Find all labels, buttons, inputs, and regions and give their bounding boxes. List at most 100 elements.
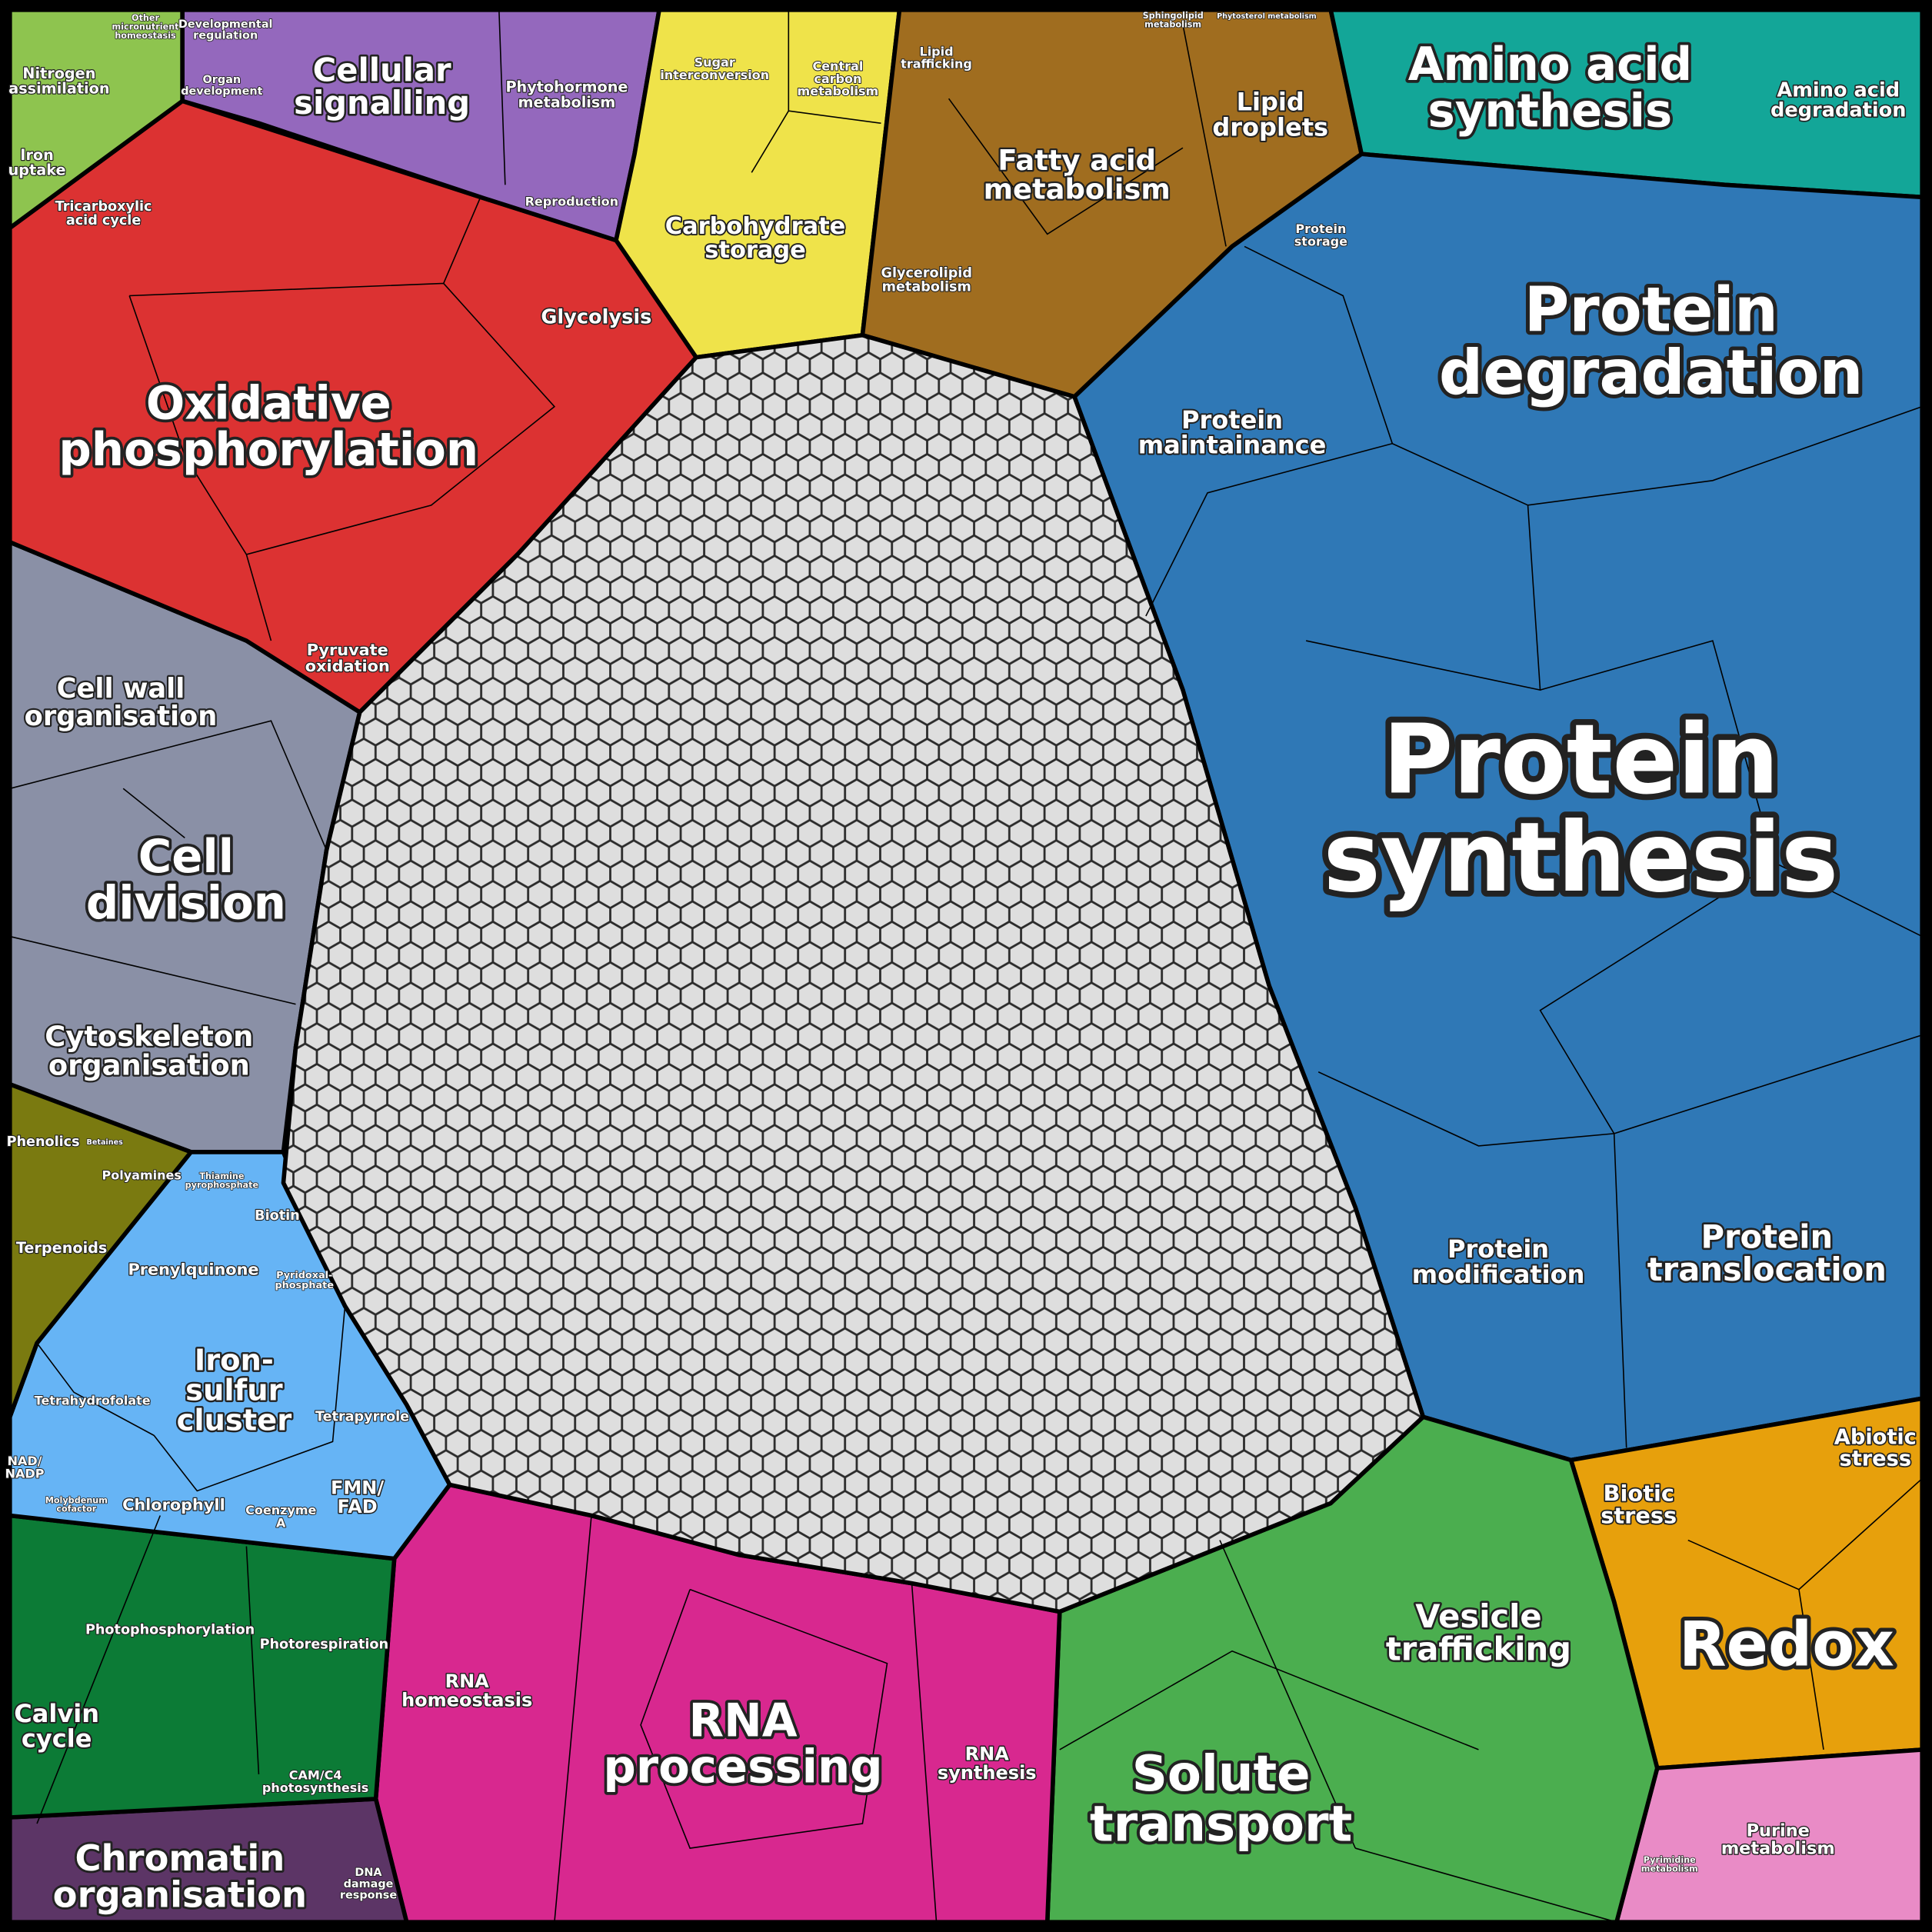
label-line: Phenolics xyxy=(7,1134,80,1150)
label-line: Redox xyxy=(1679,1608,1894,1680)
coenzyme-borders xyxy=(36,1306,346,1492)
label-line: response xyxy=(340,1890,397,1902)
region-label: Tricarboxylic acid cycle xyxy=(55,199,152,228)
region-label: Pyruvate oxidation xyxy=(305,641,390,675)
label-line: translocation xyxy=(1647,1251,1887,1288)
region-label: Cytoskeleton organisation xyxy=(45,1019,253,1081)
label-line: Central xyxy=(812,58,863,73)
label-line: processing xyxy=(603,1740,882,1794)
label-line: Pyruvate xyxy=(307,641,388,659)
label-line: Abiotic xyxy=(1834,1425,1917,1449)
label-line: phosphorylation xyxy=(58,423,478,476)
region-label: Lipid droplets xyxy=(1212,88,1328,142)
region-label: Glycolysis xyxy=(541,305,651,328)
transport-borders xyxy=(1059,1540,1617,1923)
label-line: Calvin xyxy=(14,1699,99,1728)
protein-borders xyxy=(1145,245,1923,1448)
label-line: Molybdenum xyxy=(45,1495,108,1505)
label-line: droplets xyxy=(1212,112,1328,142)
region-label: Photophosphorylation xyxy=(85,1623,255,1638)
region-label: Amino acid synthesis xyxy=(1408,38,1692,137)
label-line: Polyamines xyxy=(102,1168,182,1182)
label-line: Betaines xyxy=(87,1138,124,1147)
label-line: RNA xyxy=(688,1694,797,1747)
label-line: cluster xyxy=(177,1403,292,1437)
region-label: Iron-sulfur cluster xyxy=(177,1343,292,1437)
region-label: Tetrahydrofolate xyxy=(35,1393,151,1407)
label-line: stress xyxy=(1840,1447,1912,1471)
label-line: Pyridoxal- xyxy=(276,1270,332,1281)
region-label: NAD/NADP xyxy=(5,1454,45,1481)
region-label: Tetrapyrrole xyxy=(315,1409,409,1424)
label-line: Oxidative xyxy=(146,377,391,430)
label-line: synthesis xyxy=(938,1762,1037,1784)
label-line: Sphingolipid xyxy=(1143,11,1204,21)
region-label: Carbohydrate storage xyxy=(665,212,846,263)
label-line: Thiamine xyxy=(199,1171,245,1181)
label-line: pyrophosphate xyxy=(185,1180,259,1190)
region-label: Protein storage xyxy=(1294,221,1347,248)
label-line: Glycerolipid xyxy=(881,266,972,281)
region-label: Calvin cycle xyxy=(14,1699,99,1754)
label-line: Vesicle xyxy=(1415,1597,1541,1635)
label-line: Tetrahydrofolate xyxy=(35,1393,151,1407)
label-line: homeostasis xyxy=(115,31,176,41)
region-label: Pyrimidine metabolism xyxy=(1641,1855,1698,1874)
label-line: photosynthesis xyxy=(262,1780,368,1794)
label-line: Tetrapyrrole xyxy=(315,1409,409,1424)
label-line: development xyxy=(181,85,262,98)
region-label: Iron uptake xyxy=(8,145,66,178)
region-label: Nitrogen assimilation xyxy=(8,65,109,98)
region-label: Terpenoids xyxy=(16,1238,108,1256)
region-label: Cell wall organisation xyxy=(25,673,218,732)
label-line: Cellular xyxy=(313,52,451,89)
region-label: Cell division xyxy=(86,830,286,929)
label-line: assimilation xyxy=(8,79,109,97)
label-line: Coenzyme xyxy=(245,1503,316,1517)
label-line: FAD xyxy=(338,1496,378,1517)
label-line: metabolism xyxy=(798,84,879,98)
label-line: metabolism xyxy=(1721,1838,1835,1858)
label-line: phosphate xyxy=(275,1280,335,1291)
region-label: Purine metabolism xyxy=(1721,1820,1835,1858)
region-label: Protein maintainance xyxy=(1138,405,1327,460)
region-label: Central carbon metabolism xyxy=(798,58,879,98)
label-line: division xyxy=(86,877,286,930)
region-label: Protein modification xyxy=(1412,1234,1585,1289)
label-line: Developmental xyxy=(178,18,273,31)
label-line: Pyrimidine xyxy=(1644,1855,1696,1865)
label-line: organisation xyxy=(48,1048,250,1081)
region-label: Reproduction xyxy=(525,194,618,208)
label-line: Solute xyxy=(1132,1746,1311,1803)
label-line: organisation xyxy=(25,701,218,732)
label-line: synthesis xyxy=(1428,85,1673,138)
region-label: Coenzyme A xyxy=(245,1503,316,1530)
region-label: Photorespiration xyxy=(260,1637,388,1653)
label-line: Protein xyxy=(1524,274,1778,345)
region-label: Sphingolipid metabolism xyxy=(1143,11,1204,29)
label-line: NADP xyxy=(5,1466,45,1481)
region-label: Oxidative phosphorylation xyxy=(58,377,478,476)
photo-borders xyxy=(36,1515,260,1824)
label-line: metabolism xyxy=(1144,19,1201,29)
label-line: storage xyxy=(1294,234,1347,248)
region-label: Phytohormone metabolism xyxy=(505,78,628,111)
region-label: Fatty acid metabolism xyxy=(984,143,1171,205)
region-label: Betaines xyxy=(87,1138,124,1147)
label-line: metabolism xyxy=(984,172,1171,205)
region-label: Pyridoxal-phosphate xyxy=(275,1270,335,1291)
label-line: oxidation xyxy=(305,657,390,675)
rna-borders xyxy=(554,1515,938,1923)
region-label: Vesicle trafficking xyxy=(1386,1597,1571,1667)
region-label: Cellular signalling xyxy=(294,52,470,122)
region-label: Solute transport xyxy=(1090,1746,1352,1853)
label-line: Chlorophyll xyxy=(122,1496,225,1514)
region-label: RNA synthesis xyxy=(938,1743,1037,1784)
label-line: micronutrient xyxy=(112,22,180,32)
label-line: Cell wall xyxy=(57,673,185,705)
label-line: cycle xyxy=(22,1724,92,1754)
label-line: trafficking xyxy=(901,56,972,71)
label-line: synthesis xyxy=(1324,802,1839,914)
